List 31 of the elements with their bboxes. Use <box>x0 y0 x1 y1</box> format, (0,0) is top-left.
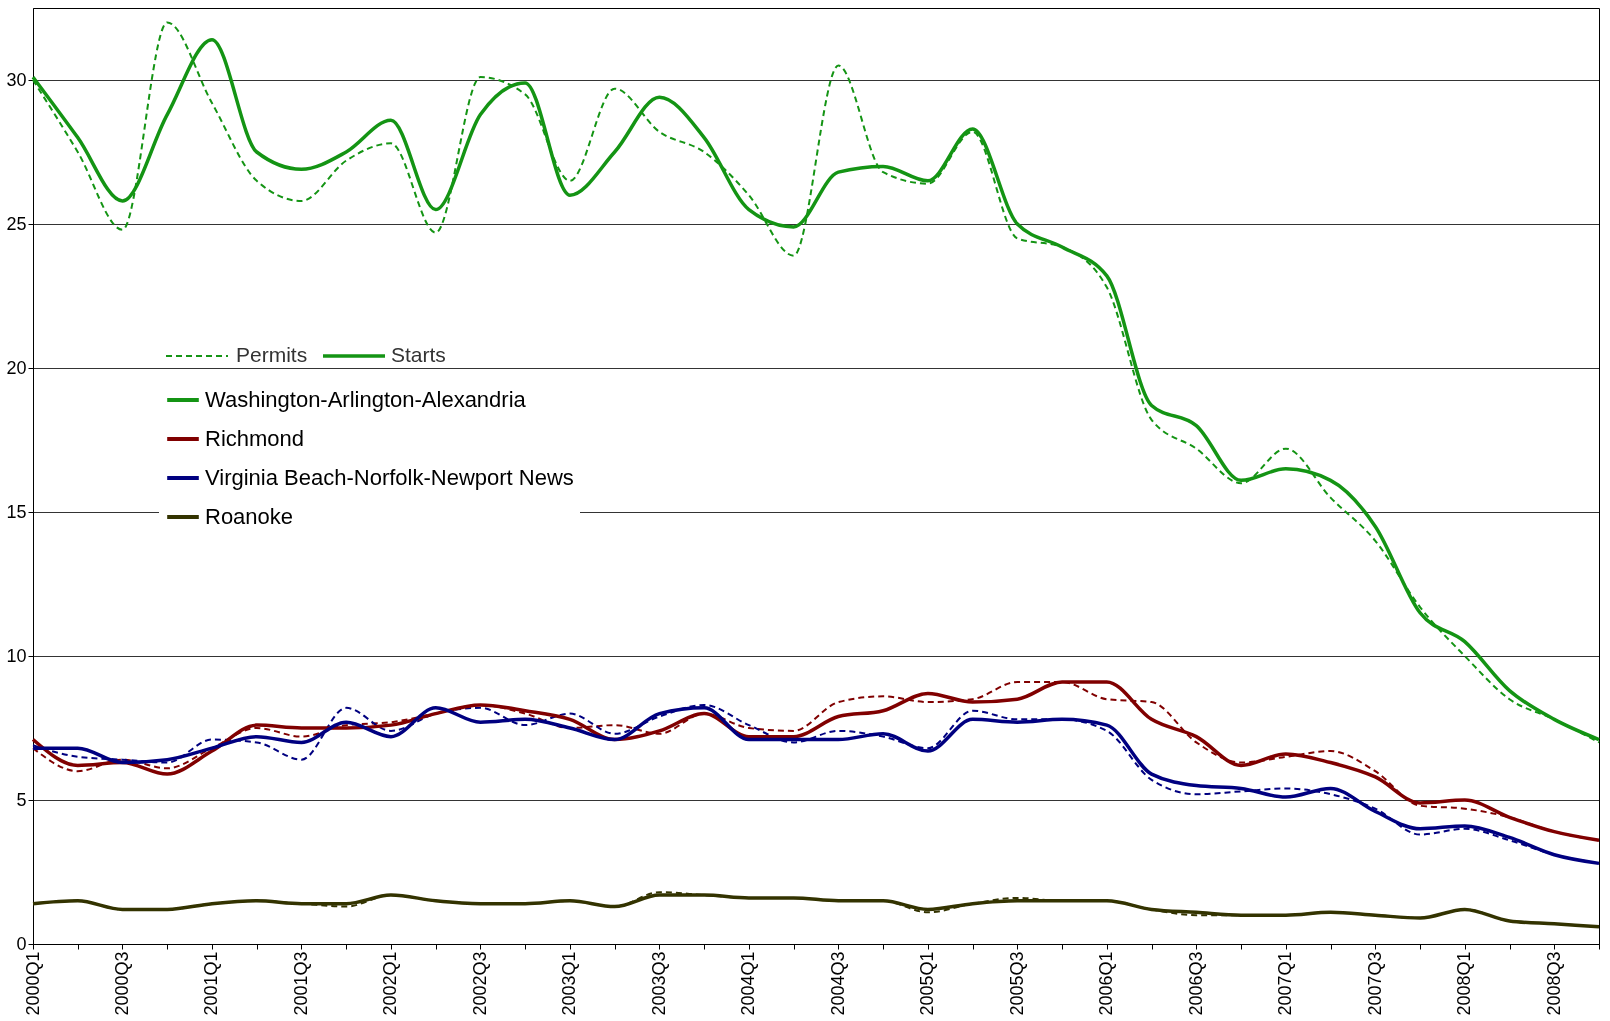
y-tick-label: 5 <box>16 789 27 810</box>
y-tick-label: 20 <box>6 357 27 378</box>
legend-label: Richmond <box>205 426 305 451</box>
y-tick-label: 15 <box>6 501 27 522</box>
y-tick-label: 30 <box>6 69 27 90</box>
x-tick-label: 2006Q3 <box>1185 951 1206 1016</box>
y-tick-label: 0 <box>16 933 27 954</box>
x-tick-label: 2008Q3 <box>1543 951 1564 1016</box>
x-tick-label: 2004Q3 <box>827 951 848 1016</box>
x-tick-label: 2004Q1 <box>738 951 759 1016</box>
x-tick-label: 2007Q1 <box>1275 951 1296 1016</box>
x-tick-label: 2002Q3 <box>469 951 490 1016</box>
x-tick-label: 2002Q1 <box>380 951 401 1016</box>
x-tick-label: 2005Q1 <box>917 951 938 1016</box>
y-tick-label: 10 <box>6 645 27 666</box>
x-tick-label: 2001Q1 <box>201 951 222 1016</box>
x-tick-label: 2001Q3 <box>290 951 311 1016</box>
legend-label: Virginia Beach-Norfolk-Newport News <box>205 465 574 490</box>
annotation: Permits <box>236 343 308 366</box>
x-tick-label: 2003Q1 <box>559 951 580 1016</box>
x-tick-label: 2003Q3 <box>648 951 669 1016</box>
x-tick-label: 2005Q3 <box>1006 951 1027 1016</box>
y-tick-label: 25 <box>6 213 27 234</box>
x-tick-label: 2000Q1 <box>22 951 43 1016</box>
annotation: Starts <box>391 343 446 366</box>
legend-label: Roanoke <box>205 504 294 529</box>
legend-label: Washington-Arlington-Alexandria <box>205 387 527 412</box>
x-tick-label: 2006Q1 <box>1096 951 1117 1016</box>
x-tick-label: 2007Q3 <box>1364 951 1385 1016</box>
x-tick-label: 2008Q1 <box>1454 951 1475 1016</box>
x-tick-label: 2000Q3 <box>111 951 132 1016</box>
